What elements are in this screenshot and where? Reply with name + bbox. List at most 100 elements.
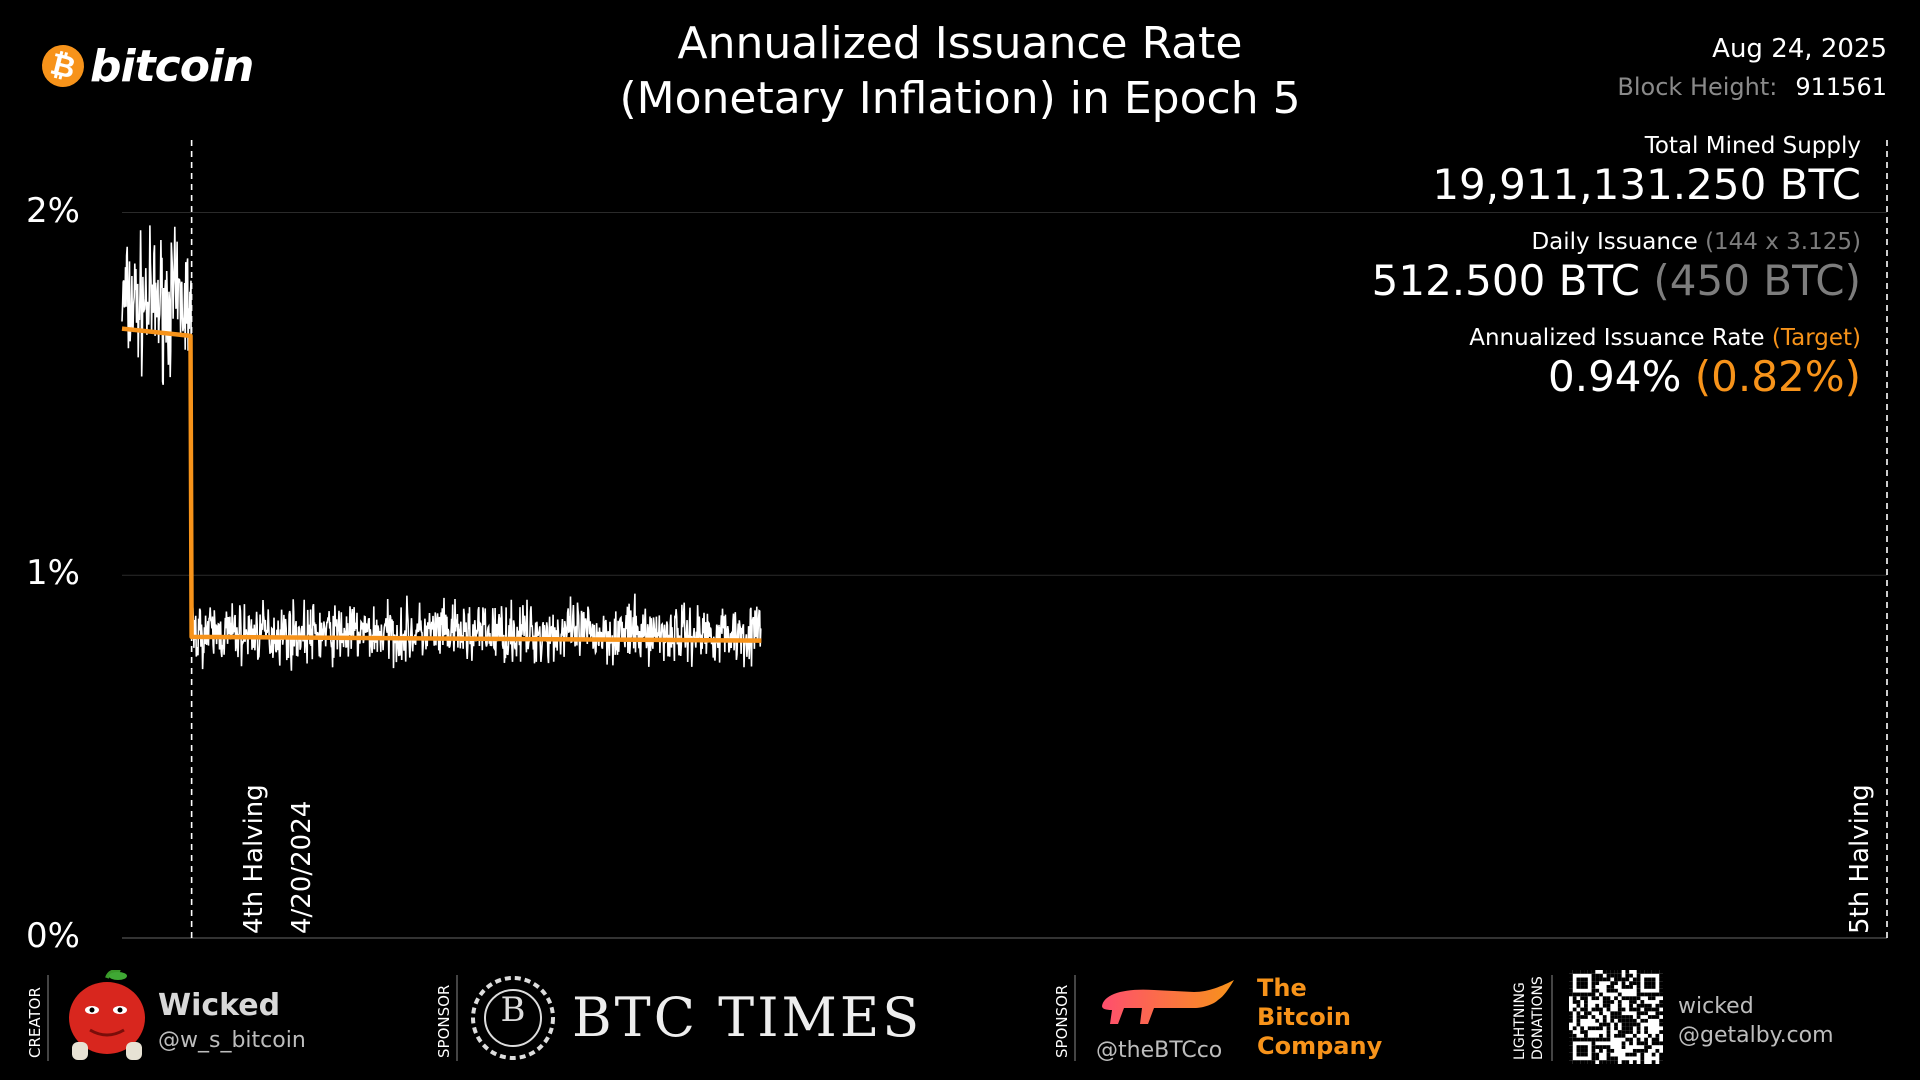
qr-module xyxy=(1595,1052,1600,1057)
qr-module xyxy=(1625,1037,1630,1042)
rate-label: Annualized Issuance Rate xyxy=(1469,325,1765,351)
qr-module xyxy=(1640,992,1645,997)
qr-module xyxy=(1584,1033,1588,1038)
sponsor1-divider xyxy=(456,975,458,1061)
qr-module xyxy=(1640,1048,1645,1053)
qr-module xyxy=(1651,1037,1656,1042)
qr-code-icon xyxy=(1569,970,1663,1064)
qr-module xyxy=(1610,981,1615,986)
qr-module xyxy=(1606,1022,1611,1027)
qr-module xyxy=(1591,985,1596,989)
qr-module xyxy=(1625,1030,1630,1034)
qr-module xyxy=(1595,1045,1600,1049)
qr-module xyxy=(1636,1003,1641,1008)
qr-module xyxy=(1636,996,1641,1001)
qr-module xyxy=(1614,1060,1618,1064)
block-height-label: Block Height: xyxy=(1617,73,1778,101)
qr-module xyxy=(1584,970,1588,974)
qr-module xyxy=(1621,1026,1626,1031)
qr-module xyxy=(1636,981,1641,986)
qr-module xyxy=(1580,977,1585,982)
qr-module xyxy=(1647,996,1652,1001)
qr-module xyxy=(1572,1037,1577,1042)
halving-4-label: 4th Halving xyxy=(239,784,269,934)
qr-module xyxy=(1636,1022,1641,1027)
qr-module xyxy=(1606,1007,1611,1012)
qr-module xyxy=(1629,1007,1633,1012)
qr-module xyxy=(1602,1018,1607,1023)
qr-module xyxy=(1602,1060,1607,1064)
qr-module xyxy=(1651,970,1656,974)
qr-module xyxy=(1644,970,1648,974)
qr-module xyxy=(1599,1022,1603,1027)
qr-module xyxy=(1651,1041,1656,1046)
qr-module xyxy=(1569,970,1573,974)
qr-module xyxy=(1621,996,1626,1001)
qr-module xyxy=(1659,1041,1663,1046)
qr-module xyxy=(1659,981,1663,986)
qr-module xyxy=(1572,1007,1577,1012)
qr-module xyxy=(1644,1041,1648,1046)
qr-module xyxy=(1610,970,1615,974)
qr-module xyxy=(1606,985,1611,989)
qr-module xyxy=(1636,1011,1641,1016)
chart-title-line2: (Monetary Inflation) in Epoch 5 xyxy=(619,73,1301,124)
qr-module xyxy=(1621,1060,1626,1064)
qr-module xyxy=(1576,970,1581,974)
qr-module xyxy=(1584,992,1588,997)
qr-module xyxy=(1606,970,1611,974)
qr-module xyxy=(1569,1037,1573,1042)
qr-module xyxy=(1569,1056,1573,1061)
qr-module xyxy=(1632,996,1637,1001)
qr-module xyxy=(1629,996,1633,1001)
qr-module xyxy=(1621,1030,1626,1034)
qr-module xyxy=(1632,1048,1637,1053)
qr-module xyxy=(1595,996,1600,1001)
btcco-line1: The xyxy=(1257,974,1307,1002)
y-tick-label: 2% xyxy=(26,190,80,231)
qr-module xyxy=(1602,1003,1607,1008)
qr-module xyxy=(1569,988,1573,993)
total-supply-value: 19,911,131.250 BTC xyxy=(1432,160,1861,209)
qr-module xyxy=(1625,1052,1630,1057)
qr-module xyxy=(1606,1003,1611,1008)
issuance-chart xyxy=(121,140,1888,939)
qr-module xyxy=(1587,1037,1592,1042)
qr-module xyxy=(1636,1007,1641,1012)
halving-4-date-label: 4/20/2024 xyxy=(287,800,317,934)
qr-module xyxy=(1572,1000,1577,1004)
qr-module xyxy=(1602,970,1607,974)
qr-module xyxy=(1647,977,1652,982)
qr-module xyxy=(1569,1048,1573,1053)
qr-module xyxy=(1614,1056,1618,1061)
qr-module xyxy=(1595,988,1600,993)
qr-module xyxy=(1632,1007,1637,1012)
chart-grid xyxy=(122,212,1887,939)
qr-module xyxy=(1610,985,1615,989)
qr-module xyxy=(1659,985,1663,989)
qr-module xyxy=(1640,1011,1645,1016)
qr-module xyxy=(1587,970,1592,974)
qr-module xyxy=(1569,977,1573,982)
qr-module xyxy=(1659,1052,1663,1057)
qr-module xyxy=(1640,1041,1645,1046)
qr-module xyxy=(1617,973,1622,978)
qr-module xyxy=(1599,1033,1603,1038)
qr-module xyxy=(1640,1000,1645,1004)
qr-module xyxy=(1621,981,1626,986)
qr-module xyxy=(1625,970,1630,974)
qr-module xyxy=(1647,970,1652,974)
qr-module xyxy=(1632,1018,1637,1023)
qr-module xyxy=(1614,1011,1618,1016)
sponsor1-section-label: SPONSOR xyxy=(435,984,453,1058)
qr-module xyxy=(1647,1003,1652,1008)
qr-module xyxy=(1644,1030,1648,1034)
qr-module xyxy=(1602,1000,1607,1004)
sponsor2-section-label: SPONSOR xyxy=(1053,984,1071,1058)
qr-module xyxy=(1580,992,1585,997)
qr-module xyxy=(1617,1033,1622,1038)
wicked-avatar xyxy=(69,970,145,1060)
qr-module xyxy=(1610,1015,1615,1019)
qr-module xyxy=(1580,1052,1585,1057)
qr-module xyxy=(1610,1060,1615,1064)
